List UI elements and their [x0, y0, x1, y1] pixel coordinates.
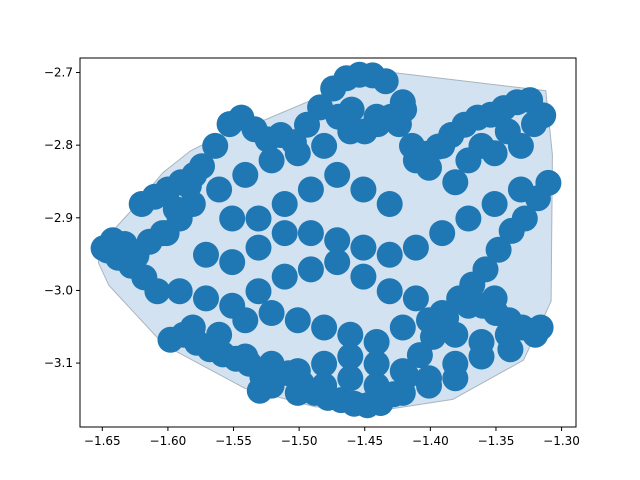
data-point — [311, 132, 338, 159]
x-tick-label: −1.55 — [215, 434, 252, 448]
data-point — [246, 377, 273, 404]
data-point — [258, 147, 285, 174]
data-point — [522, 321, 549, 348]
data-point — [232, 161, 259, 188]
data-point — [202, 132, 229, 159]
data-point — [350, 263, 377, 290]
data-point — [416, 372, 442, 399]
data-point — [324, 249, 351, 276]
data-point — [245, 205, 272, 232]
data-point — [442, 169, 469, 196]
data-point — [481, 140, 508, 167]
data-point — [271, 191, 298, 217]
y-tick-label: −2.7 — [44, 66, 73, 80]
plot-frame — [79, 57, 577, 428]
data-point — [245, 278, 272, 305]
data-point — [284, 307, 311, 334]
data-point — [389, 379, 416, 406]
data-point — [219, 205, 246, 232]
data-point — [391, 96, 418, 123]
data-point — [181, 161, 208, 188]
data-point — [350, 234, 377, 261]
x-tick-label: −1.35 — [478, 434, 515, 448]
data-point — [389, 314, 416, 341]
data-point — [219, 249, 246, 276]
data-point — [363, 372, 390, 399]
data-point — [389, 358, 416, 385]
data-point — [337, 365, 364, 392]
x-tick-label: −1.40 — [412, 434, 449, 448]
data-point — [206, 176, 233, 203]
data-point — [521, 111, 547, 138]
data-point — [297, 220, 324, 247]
data-point — [363, 350, 390, 377]
data-point — [498, 217, 525, 244]
x-tick-label: −1.50 — [281, 434, 318, 448]
x-tick-label: −1.65 — [84, 434, 121, 448]
y-tick-label: −3.1 — [44, 356, 73, 370]
data-point — [206, 321, 233, 348]
data-point — [284, 140, 311, 167]
data-point — [372, 68, 399, 95]
data-point — [311, 350, 338, 377]
data-point — [193, 241, 219, 268]
x-tick-label: −1.45 — [346, 434, 383, 448]
data-point — [232, 307, 259, 334]
data-point — [497, 336, 524, 363]
data-point — [258, 300, 285, 326]
data-point — [507, 176, 534, 203]
data-point — [193, 285, 219, 312]
data-point — [324, 227, 351, 254]
data-point — [337, 321, 364, 348]
data-point — [166, 278, 193, 305]
x-tick-label: −1.30 — [543, 434, 580, 448]
data-point — [376, 278, 403, 305]
data-point — [402, 285, 429, 312]
data-point — [179, 191, 206, 217]
data-point — [258, 350, 285, 377]
x-tick-label: −1.60 — [150, 434, 187, 448]
data-point — [402, 234, 429, 261]
data-point — [481, 191, 508, 217]
data-point — [337, 343, 364, 370]
data-point — [350, 176, 377, 203]
data-point — [468, 343, 495, 370]
data-point — [297, 256, 324, 283]
y-tick-label: −3.0 — [44, 283, 73, 297]
data-point — [485, 236, 512, 263]
data-point — [179, 314, 206, 341]
data-point — [311, 314, 338, 341]
data-point — [429, 220, 456, 247]
data-point — [325, 103, 352, 130]
data-point — [402, 147, 429, 174]
data-point — [442, 321, 469, 348]
data-point — [297, 176, 324, 203]
data-point — [324, 161, 351, 188]
data-point — [429, 132, 456, 159]
data-point — [455, 205, 482, 232]
data-point — [245, 234, 272, 261]
data-point — [284, 358, 311, 385]
data-point — [455, 147, 482, 174]
y-tick-label: −2.9 — [44, 211, 73, 225]
data-point — [376, 241, 403, 268]
data-point — [363, 329, 390, 355]
data-point — [442, 365, 469, 392]
data-point — [311, 372, 338, 399]
data-point — [271, 263, 298, 290]
data-point — [376, 191, 403, 217]
y-tick-label: −2.8 — [44, 138, 73, 152]
data-point — [507, 132, 534, 159]
data-point — [406, 342, 433, 369]
data-point — [271, 220, 298, 247]
data-point — [157, 326, 184, 353]
data-point — [416, 307, 442, 334]
data-point — [94, 237, 121, 264]
data-point — [232, 343, 259, 370]
data-point — [284, 379, 311, 406]
